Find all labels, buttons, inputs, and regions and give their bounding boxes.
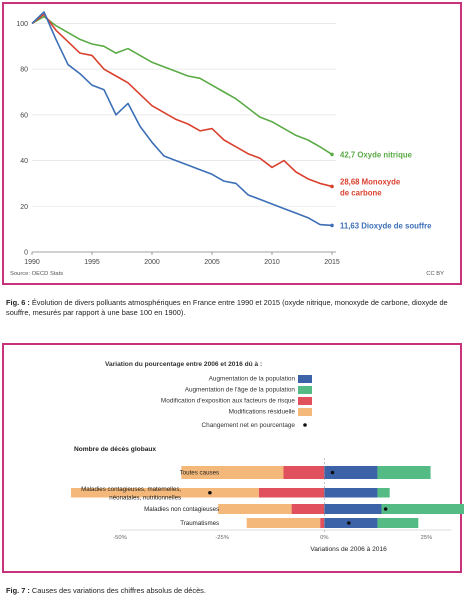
series-label-2: de carbone [340, 188, 382, 197]
series-end-point-1 [330, 152, 334, 157]
y-tick-label: 60 [20, 112, 28, 119]
series-end-point-3 [330, 223, 334, 228]
source-label: Source: OECD Stats [10, 271, 63, 277]
y-tick-label: 80 [20, 67, 28, 74]
license-label: CC BY [426, 271, 444, 277]
figure-7-caption: Fig. 7 : Causes des variations des chiff… [6, 586, 458, 596]
figure-7-label: Fig. 7 : [6, 586, 30, 595]
x-tick-label: 2015 [324, 259, 340, 266]
y-tick-label: 40 [20, 158, 28, 165]
series-label-1: 42,7 Oxyde nitrique [340, 150, 413, 159]
x-tick-label: 2010 [264, 259, 280, 266]
x-tick-label: 1995 [84, 259, 100, 266]
pollutant-line-chart: 0 20 40 60 80 100 1990 1995 2000 2005 2010 2015 42,7… [10, 11, 444, 277]
x-tick-label: 1990 [24, 259, 40, 266]
figure-6-caption-text: Évolution de divers polluants atmosphéri… [6, 298, 448, 317]
y-tick-label: 100 [16, 21, 28, 28]
figure-7-caption-text: Causes des variations des chiffres absol… [29, 586, 206, 595]
figure-7-frame [2, 343, 462, 573]
figure-6-caption: Fig. 6 : Évolution de divers polluants a… [6, 298, 458, 318]
series-end-point-2 [330, 184, 334, 189]
y-tick-label: 0 [24, 250, 28, 257]
y-tick-label: 20 [20, 204, 28, 211]
figure-6-frame [2, 2, 462, 285]
x-tick-label: 2005 [204, 259, 220, 266]
x-tick-label: 2000 [144, 259, 160, 266]
series-label-2: 28,68 Monoxyde [340, 177, 401, 186]
series-label-3: 11,63 Dioxyde de souffre [340, 221, 432, 230]
series-line-1 [31, 15, 333, 156]
series-line-3 [31, 11, 333, 227]
figure-6-label: Fig. 6 : [6, 298, 30, 307]
series-line-2 [31, 13, 333, 188]
